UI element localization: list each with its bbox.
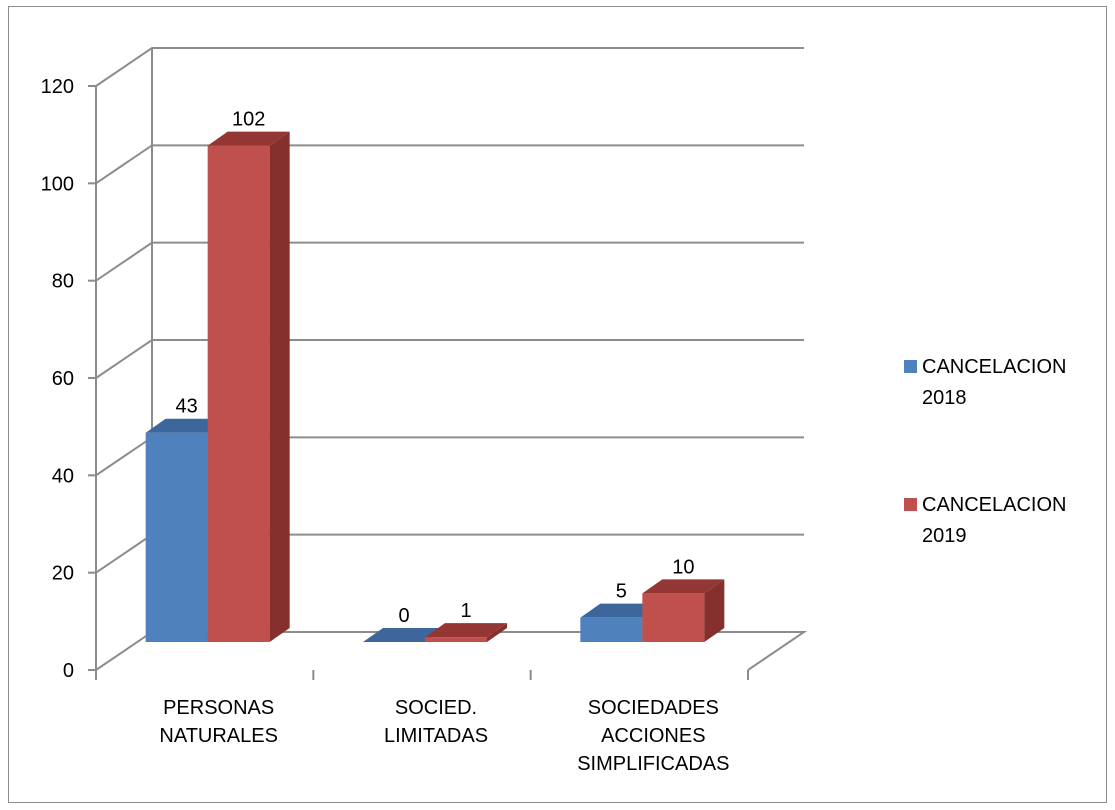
data-labels: 43 0 5 102 1 10 <box>176 109 695 627</box>
bar <box>207 131 290 642</box>
chart-frame <box>8 6 1107 803</box>
bar <box>642 579 725 642</box>
bars <box>145 131 725 643</box>
gridline <box>95 144 804 185</box>
data-label: 43 <box>176 396 198 418</box>
axes <box>88 85 749 680</box>
y-tick-label: 0 <box>63 660 74 682</box>
bar-front <box>207 145 270 642</box>
legend-label: CANCELACION 2019 <box>922 494 1066 547</box>
category-label: SOCIEDADES ACCIONES SIMPLIFICADAS <box>577 697 729 775</box>
data-label: 5 <box>616 581 627 603</box>
data-label: 1 <box>460 600 471 622</box>
bar-top <box>425 623 507 638</box>
y-tick-label: 100 <box>41 173 74 195</box>
y-tick-label: 40 <box>52 465 74 487</box>
category-labels: PERSONAS NATURALES SOCIED. LIMITADAS SOCIEDA… <box>159 697 729 775</box>
bar-side <box>269 131 290 642</box>
y-tick-label: 20 <box>52 563 74 585</box>
bar <box>363 628 445 643</box>
data-label: 10 <box>672 556 694 578</box>
gridlines <box>95 47 804 574</box>
data-label: 102 <box>232 109 265 131</box>
y-tick-label: 60 <box>52 368 74 390</box>
bar <box>425 623 507 642</box>
legend-label: CANCELACION 2018 <box>922 356 1066 409</box>
y-tick-label: 120 <box>41 76 74 98</box>
gridline <box>95 241 804 282</box>
bar-front <box>580 617 643 642</box>
bar-top <box>363 628 445 642</box>
bar-top <box>207 131 290 146</box>
bar-top <box>580 603 663 618</box>
legend-swatch <box>904 360 917 373</box>
bar-side <box>487 623 507 642</box>
bar-front <box>642 593 705 642</box>
bar-side <box>704 579 725 642</box>
bar-top <box>642 579 725 594</box>
legend: CANCELACION 2018 CANCELACION 2019 <box>904 356 1066 547</box>
bar-front <box>425 637 487 642</box>
bar-front <box>145 432 208 642</box>
bar-top <box>145 418 228 433</box>
legend-swatch <box>904 498 917 511</box>
data-label: 0 <box>398 605 409 627</box>
category-label: SOCIED. LIMITADAS <box>384 697 488 747</box>
gridline <box>95 47 804 87</box>
gridline <box>95 339 804 379</box>
y-tick-label: 80 <box>52 271 74 293</box>
y-tick-labels: 0 20 40 60 80 100 120 <box>41 76 74 682</box>
category-label: PERSONAS NATURALES <box>159 697 278 747</box>
